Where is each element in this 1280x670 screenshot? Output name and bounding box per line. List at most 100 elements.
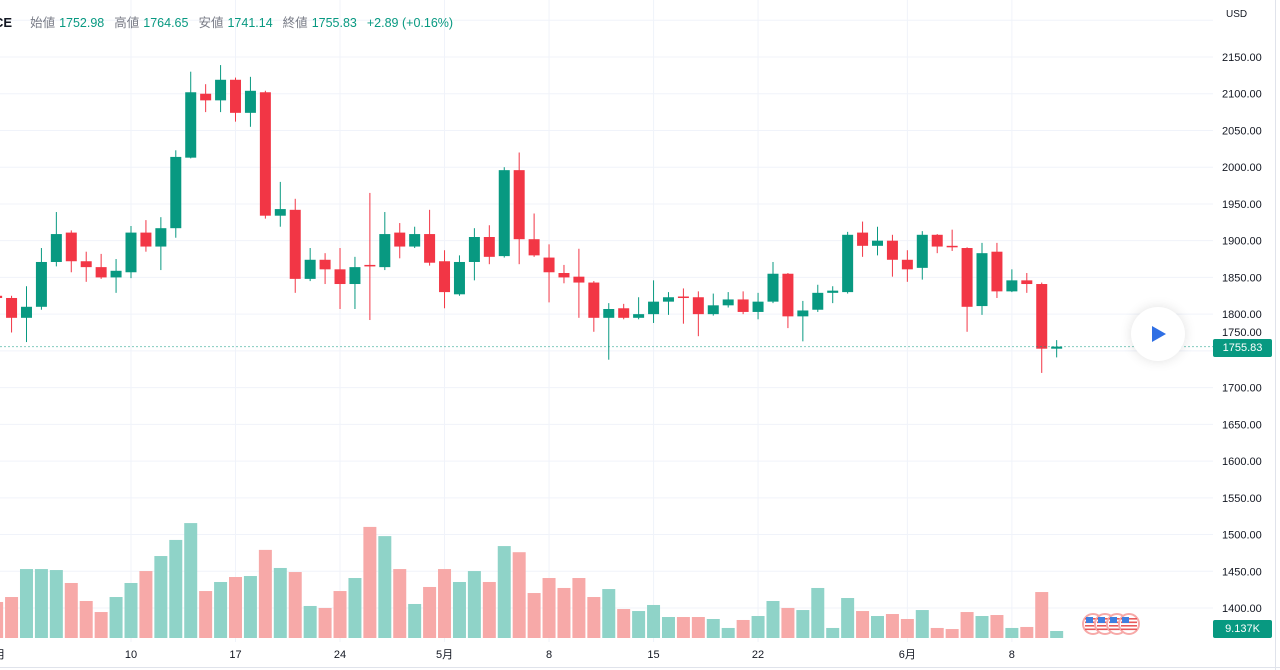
candle-body: [528, 239, 540, 256]
price-tick-label: 1450.00: [1222, 566, 1262, 578]
volume-bar: [960, 612, 974, 638]
volume-bar: [885, 614, 899, 638]
volume-bar: [617, 609, 631, 638]
volume-bar: [751, 616, 765, 638]
price-tick-label: 1650.00: [1222, 419, 1262, 431]
ohlc-legend: CE 始値 1752.98 高値 1764.65 安値 1741.14 終値 1…: [0, 12, 453, 31]
time-tick-label: 15: [647, 649, 659, 661]
candle: [20, 286, 32, 343]
symbol-name[interactable]: CE: [0, 15, 13, 30]
candle-body: [155, 228, 167, 247]
volume-bar: [333, 591, 347, 638]
volume-bar: [467, 571, 481, 638]
volume-bar: [512, 552, 526, 638]
volume-bar: [303, 605, 317, 638]
candle-body: [409, 234, 421, 247]
us-flag-icon[interactable]: [1118, 613, 1140, 635]
candle: [886, 234, 898, 277]
candle-body: [244, 90, 256, 113]
candle: [991, 242, 1003, 298]
candle-body: [80, 261, 92, 268]
candle-body: [797, 310, 809, 317]
candle-body: [185, 92, 197, 158]
candle: [752, 292, 764, 320]
economic-events[interactable]: [1082, 613, 1140, 635]
volume-bar: [34, 569, 48, 638]
candle: [6, 295, 18, 333]
volume-bar: [0, 601, 4, 638]
close-label: 終値: [282, 16, 308, 30]
candle-body: [648, 301, 660, 315]
volume-bar: [945, 629, 959, 638]
candle: [603, 303, 615, 360]
candle: [901, 250, 913, 282]
candle: [1021, 273, 1033, 293]
volume-bar: [243, 576, 257, 638]
candle-body: [498, 170, 510, 257]
candle-body: [170, 156, 182, 229]
time-axis[interactable]: 4月 10 17 24 5月 8 15 22 6月 8: [0, 649, 1015, 661]
candle-body: [976, 253, 988, 307]
volume-bar: [452, 581, 466, 638]
candle-body: [1036, 284, 1048, 349]
volume-bar: [766, 600, 780, 638]
candle-body: [304, 259, 316, 279]
price-tick-label: 2150.00: [1222, 52, 1262, 64]
candle: [453, 255, 465, 296]
currency-label[interactable]: USD: [1226, 9, 1248, 20]
volume-bar: [64, 582, 78, 638]
candle: [304, 248, 316, 282]
candle: [409, 226, 421, 249]
price-axis[interactable]: 1400.00 1450.00 1500.00 1550.00 1600.00 1650.…: [1222, 52, 1262, 615]
candle-body: [125, 232, 137, 273]
candle-body: [543, 257, 555, 273]
candle: [513, 152, 525, 265]
last-volume-badge: 9.137K: [1213, 620, 1272, 638]
volume-bar: [214, 581, 228, 638]
volume-bar: [109, 597, 123, 638]
volume-bar: [557, 587, 571, 638]
candle-body: [6, 297, 18, 318]
candle: [812, 284, 824, 312]
volume-bar: [542, 578, 556, 638]
volume-bar: [676, 617, 690, 638]
volume-bar: [438, 569, 452, 638]
candle: [633, 297, 645, 320]
candle-body: [842, 234, 854, 293]
go-to-realtime-button[interactable]: [1131, 307, 1185, 361]
candle: [200, 84, 212, 113]
time-tick-label: 22: [752, 649, 764, 661]
candle: [125, 225, 137, 279]
volume-bar: [647, 604, 661, 638]
price-tick-label: 1550.00: [1222, 493, 1262, 505]
volume-bar: [318, 607, 332, 638]
candle-body: [1021, 280, 1033, 285]
volume-bar: [482, 581, 496, 638]
candle: [334, 248, 346, 310]
time-tick-label: 8: [546, 649, 552, 661]
candle: [80, 251, 92, 282]
volume-bar: [706, 619, 720, 638]
candle: [319, 253, 331, 285]
candle-body: [468, 237, 480, 262]
open-label: 始値: [30, 16, 56, 30]
candle: [0, 295, 3, 298]
volume-bar: [587, 597, 601, 638]
volume-bar: [94, 612, 108, 638]
volume-bar: [1050, 631, 1064, 638]
volume-bar: [79, 600, 93, 638]
candle: [543, 244, 555, 303]
volume-bar: [661, 617, 675, 638]
candle: [244, 76, 256, 127]
time-tick-label: 4月: [0, 649, 5, 661]
candle: [558, 264, 570, 284]
volume-bar: [258, 549, 272, 638]
candle: [185, 71, 197, 159]
price-tick-label: 1950.00: [1222, 199, 1262, 211]
candle: [737, 291, 749, 315]
candle: [468, 228, 480, 281]
candle: [1051, 340, 1063, 358]
time-tick-label: 6月: [899, 649, 916, 661]
candle-body: [483, 237, 495, 257]
